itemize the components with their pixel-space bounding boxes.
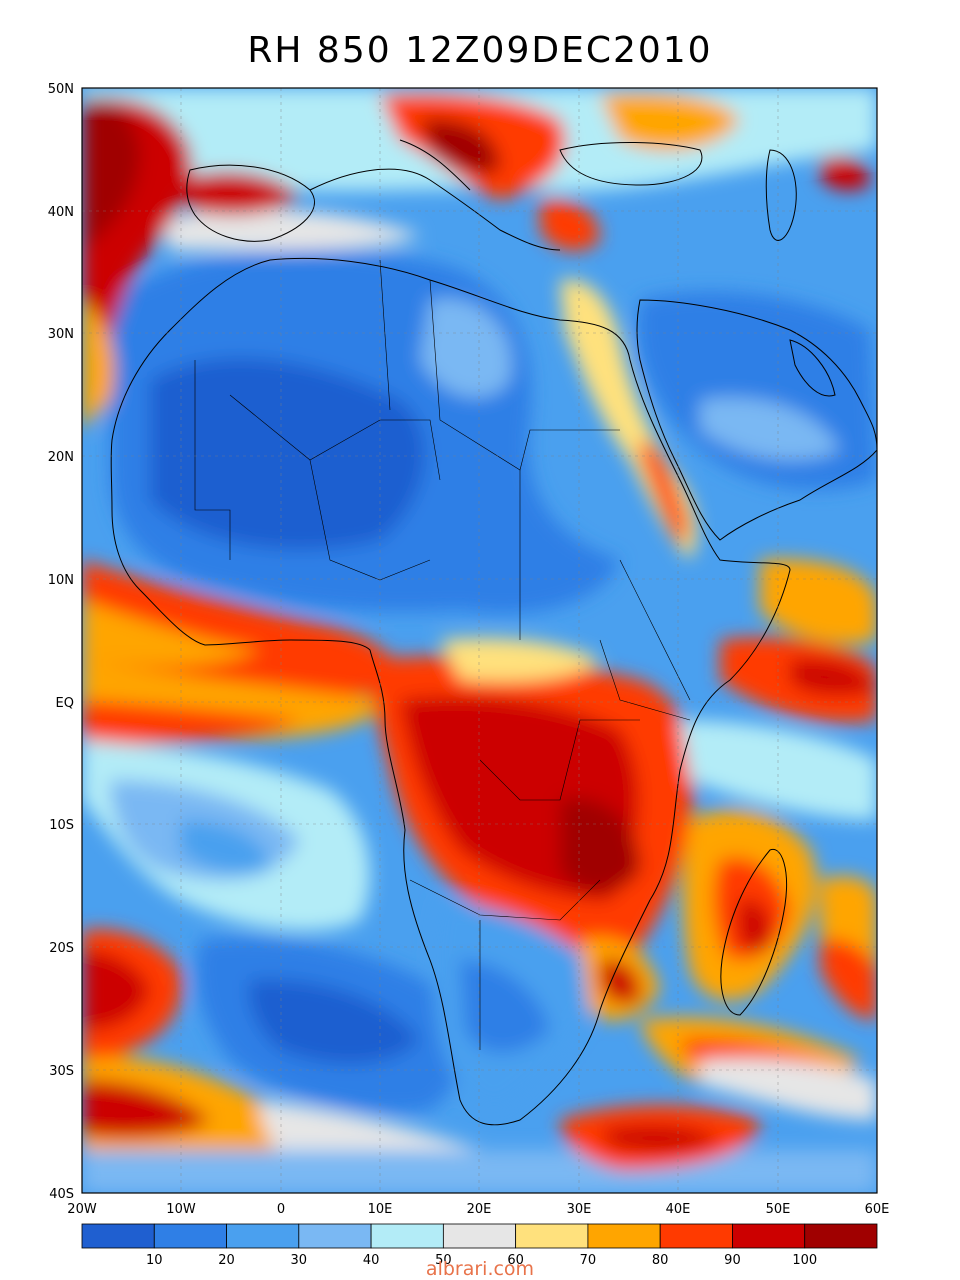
colorbar-swatch — [226, 1223, 300, 1249]
lat-label: EQ — [56, 696, 74, 711]
colorbar-label: 40 — [363, 1253, 380, 1268]
colorbar-swatch — [153, 1223, 227, 1249]
colorbar-swatch — [659, 1223, 733, 1249]
colorbar-label: 60 — [507, 1253, 524, 1268]
latitude-labels: 50N 40N 30N 20N 10N EQ 10S 20S 30S 40S — [48, 82, 74, 1202]
graticule — [82, 88, 877, 1193]
lat-label: 20N — [48, 450, 74, 465]
colorbar-label: 70 — [580, 1253, 597, 1268]
colorbar-swatch — [81, 1223, 155, 1249]
lon-label: 40E — [666, 1202, 691, 1217]
lon-label: 50E — [766, 1202, 791, 1217]
colorbar-swatch — [515, 1223, 589, 1249]
colorbar-label: 10 — [146, 1253, 163, 1268]
lon-label: 10E — [368, 1202, 393, 1217]
lon-label: 20E — [467, 1202, 492, 1217]
longitude-labels: 20W 10W 0 10E 20E 30E 40E 50E 60E — [67, 1202, 889, 1217]
lat-label: 10N — [48, 573, 74, 588]
rh-field — [82, 88, 877, 1193]
lon-label: 20W — [67, 1202, 97, 1217]
lon-label: 0 — [277, 1202, 285, 1217]
lat-label: 50N — [48, 82, 74, 97]
colorbar-label: 90 — [724, 1253, 741, 1268]
lat-label: 20S — [49, 941, 74, 956]
colorbar-swatch — [442, 1223, 517, 1249]
colorbar-label: 20 — [218, 1253, 235, 1268]
lon-label: 30E — [567, 1202, 592, 1217]
watermark: albrari.com — [425, 1258, 535, 1280]
lon-label: 60E — [865, 1202, 890, 1217]
colorbar-swatch — [298, 1223, 372, 1249]
lat-label: 30S — [49, 1064, 74, 1079]
lat-label: 10S — [49, 818, 74, 833]
lat-label: 40N — [48, 205, 74, 220]
coastlines — [110, 139, 877, 1126]
colorbar-label: 30 — [291, 1253, 308, 1268]
colorbar-label: 100 — [792, 1253, 817, 1268]
colorbar-label: 80 — [652, 1253, 669, 1268]
colorbar-swatch — [804, 1223, 878, 1249]
lat-label: 40S — [49, 1187, 74, 1202]
colorbar-label: 50 — [435, 1253, 452, 1268]
lon-label: 10W — [166, 1202, 196, 1217]
colorbar-swatch — [587, 1223, 661, 1249]
map-frame — [81, 87, 878, 1194]
colorbar-swatch — [370, 1223, 444, 1249]
map-title: RH 850 12Z09DEC2010 — [247, 30, 713, 71]
colorbar-swatch — [732, 1223, 806, 1249]
colorbar: 10 20 30 40 50 60 70 80 90 100 — [81, 1223, 878, 1268]
lat-label: 30N — [48, 327, 74, 342]
